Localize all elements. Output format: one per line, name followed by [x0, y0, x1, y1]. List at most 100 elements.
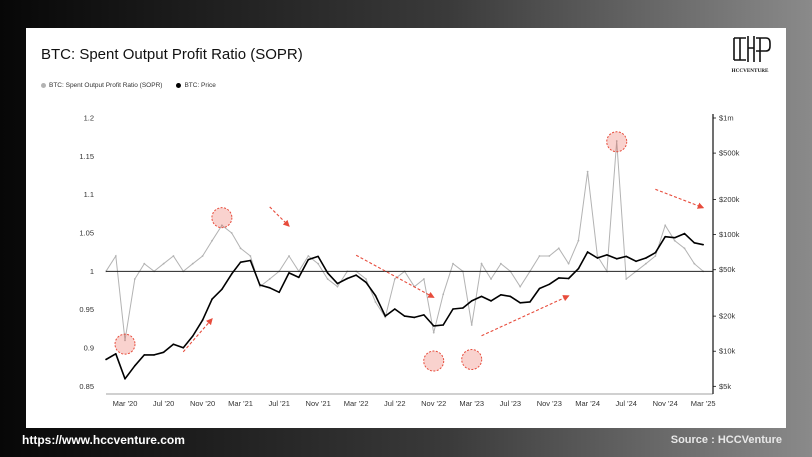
price-point	[615, 258, 618, 260]
price-point	[470, 300, 473, 302]
chart-card: BTC: Spent Output Profit Ratio (SOPR) BT…	[26, 28, 786, 428]
chart-legend: BTC: Spent Output Profit Ratio (SOPR) BT…	[41, 82, 216, 89]
y-right-tick-label: $100k	[719, 230, 740, 239]
price-point	[182, 347, 185, 349]
sopr-point	[499, 262, 502, 265]
x-tick-label: Mar '22	[344, 399, 369, 408]
sopr-point	[143, 262, 146, 265]
x-tick-label: Jul '23	[500, 399, 521, 408]
price-point	[432, 325, 435, 327]
price-point	[162, 351, 165, 354]
sopr-point	[442, 293, 445, 296]
price-point	[702, 243, 704, 246]
price-point	[625, 255, 628, 258]
sopr-point	[654, 255, 657, 257]
price-point	[268, 286, 271, 289]
legend-item-sopr[interactable]: BTC: Spent Output Profit Ratio (SOPR)	[41, 82, 162, 89]
sopr-point	[548, 255, 551, 257]
sopr-point	[673, 239, 676, 242]
price-point	[519, 302, 521, 304]
sopr-point	[124, 339, 126, 342]
y-left-tick-label: 1	[90, 267, 94, 276]
price-point	[307, 258, 310, 261]
price-point	[317, 255, 319, 258]
trend-arrow	[481, 295, 570, 337]
y-left-tick-label: 1.2	[84, 114, 94, 123]
price-point	[403, 315, 406, 317]
sopr-point	[133, 278, 136, 280]
x-tick-label: Jul '20	[153, 399, 174, 408]
sopr-point	[201, 255, 204, 257]
price-point	[635, 260, 637, 263]
price-point	[654, 251, 657, 254]
x-tick-label: Nov '23	[537, 399, 562, 408]
price-point	[683, 232, 686, 235]
legend-label-sopr: BTC: Spent Output Profit Ratio (SOPR)	[49, 82, 163, 89]
hccventure-logo: HCCVENTURE	[732, 36, 771, 74]
sopr-point	[557, 247, 560, 250]
sopr-point	[470, 324, 473, 326]
price-point	[201, 319, 204, 321]
chart-area: 1.2 1.15 1.1 1.05 1 0.95 0.9 0.85 $1m $500k $200k $…	[79, 114, 740, 409]
source-credit: Source : HCCVenture	[670, 434, 782, 446]
sopr-point	[519, 285, 522, 288]
sopr-point	[288, 255, 290, 257]
website-url[interactable]: https://www.hccventure.com	[22, 433, 185, 447]
price-point	[249, 259, 252, 262]
price-point	[529, 301, 531, 303]
price-point	[211, 298, 213, 300]
price-point	[172, 343, 175, 345]
price-point	[239, 261, 242, 264]
price-point	[606, 254, 608, 256]
sopr-line	[105, 140, 704, 341]
price-point	[557, 277, 560, 279]
sopr-point	[480, 262, 483, 265]
price-point	[298, 276, 300, 279]
sopr-point	[393, 278, 396, 280]
price-point	[413, 316, 416, 319]
sopr-point	[490, 278, 492, 280]
sopr-point	[317, 262, 320, 265]
price-point	[567, 277, 570, 280]
sopr-point	[452, 262, 454, 265]
highlight-circle	[423, 350, 445, 372]
highlight-circle	[211, 207, 233, 229]
y-left-tick-label: 1.05	[79, 229, 94, 238]
sopr-point	[538, 255, 541, 257]
price-point	[452, 308, 454, 310]
price-point	[365, 281, 367, 284]
price-point	[423, 314, 425, 316]
price-point	[191, 335, 194, 337]
x-tick-label: Nov '21	[306, 399, 331, 408]
price-point	[586, 251, 589, 253]
price-point	[664, 235, 666, 238]
legend-item-price[interactable]: BTC: Price	[176, 82, 216, 89]
trend-arrow	[355, 254, 435, 298]
price-point	[221, 288, 223, 291]
price-line	[105, 232, 704, 380]
price-point	[259, 284, 261, 286]
price-point	[442, 324, 445, 326]
x-tick-label: Nov '24	[653, 399, 678, 408]
y-right-tick-label: $1m	[719, 114, 734, 123]
price-point	[326, 272, 329, 274]
price-point	[355, 274, 357, 276]
x-tick-label: Nov '20	[190, 399, 215, 408]
price-point	[278, 291, 281, 294]
sopr-point	[191, 262, 194, 265]
price-point	[480, 295, 483, 298]
sopr-point	[211, 239, 213, 242]
sopr-point	[683, 247, 686, 250]
x-tick-label: Mar '23	[459, 399, 484, 408]
sopr-point	[307, 255, 310, 257]
sopr-point	[432, 331, 435, 334]
price-point	[143, 354, 146, 356]
price-point	[577, 267, 580, 270]
x-tick-label: Jul '21	[268, 399, 289, 408]
trend-arrow	[655, 188, 705, 209]
sopr-point	[615, 140, 618, 142]
highlight-circle	[114, 333, 136, 355]
sopr-point	[326, 278, 329, 280]
y-right-tick-label: $500k	[719, 149, 740, 158]
price-point	[596, 257, 599, 259]
